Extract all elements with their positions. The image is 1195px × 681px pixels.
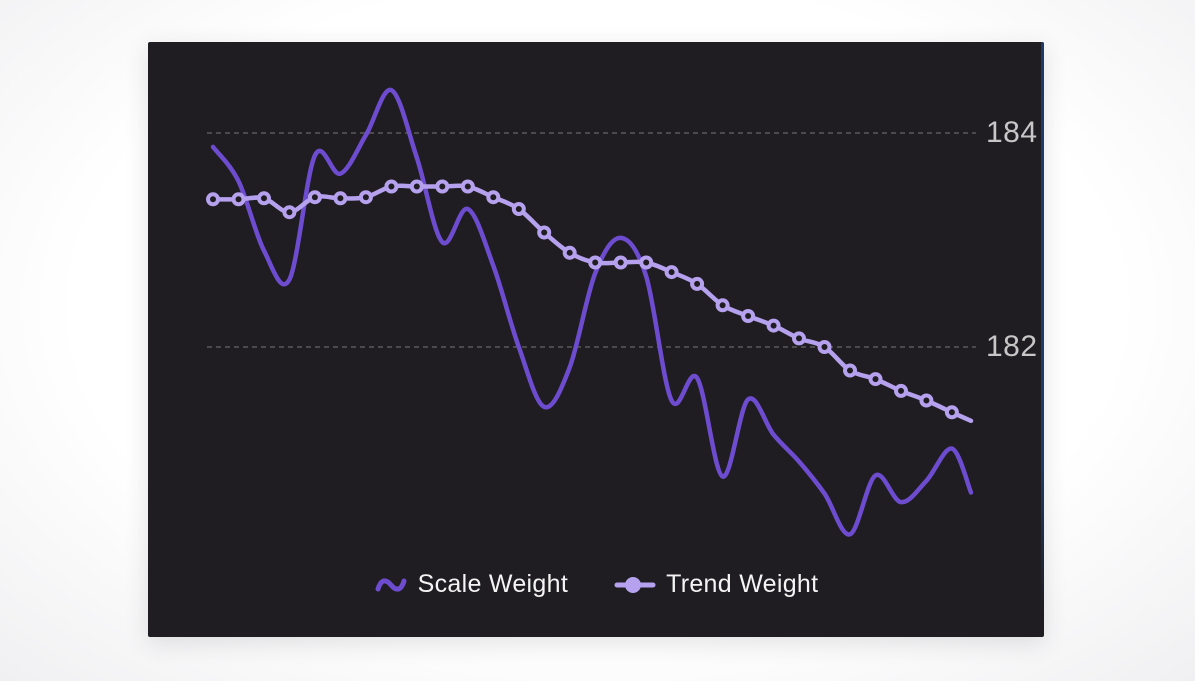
trend-weight-marker <box>307 190 322 205</box>
trend-weight-marker <box>460 179 475 194</box>
trend-weight-marker <box>282 205 297 220</box>
trend-weight-marker <box>868 372 883 387</box>
trend-weight-marker <box>639 255 654 270</box>
trend-weight-line <box>210 183 974 424</box>
trend-weight-marker <box>817 340 832 354</box>
legend-label-scale-weight: Scale Weight <box>417 570 569 598</box>
trend-weight-marker <box>333 191 348 206</box>
legend-item-trend-weight[interactable]: Trend Weight <box>614 570 818 599</box>
trend-weight-line-dot-icon <box>614 576 656 593</box>
trend-weight-marker <box>894 383 908 398</box>
trend-weight-marker <box>435 179 450 194</box>
trend-weight-marker <box>384 179 399 194</box>
scale-weight-wave-icon <box>375 577 407 592</box>
legend-label-trend-weight: Trend Weight <box>666 570 819 598</box>
trend-weight-marker <box>511 202 526 216</box>
trend-weight-marker <box>409 179 424 194</box>
trend-weight-marker <box>664 265 679 280</box>
trend-weight-marker <box>715 298 730 313</box>
trend-weight-marker <box>690 276 705 291</box>
trend-weight-marker <box>562 245 577 260</box>
trend-weight-marker <box>944 405 959 420</box>
scale-weight-line <box>210 87 974 537</box>
trend-weight-marker <box>206 192 220 207</box>
trend-weight-marker <box>486 190 501 205</box>
trend-weight-marker <box>588 255 603 270</box>
trend-weight-marker <box>919 393 934 408</box>
trend-weight-marker <box>358 190 373 205</box>
panel-right-accent-line <box>1041 42 1044 637</box>
trend-weight-marker <box>766 318 781 333</box>
weight-chart-canvas <box>206 87 976 537</box>
y-axis-label-184: 184 <box>986 116 1038 149</box>
chart-panel: 184 182 Scale Weight Trend Weight <box>148 42 1044 637</box>
trend-weight-marker <box>792 331 806 346</box>
chart-legend: Scale Weight Trend Weight <box>148 570 1044 599</box>
trend-weight-marker <box>257 191 271 206</box>
trend-weight-marker <box>231 192 246 207</box>
legend-item-scale-weight[interactable]: Scale Weight <box>374 570 568 599</box>
trend-weight-marker <box>843 363 857 378</box>
trend-weight-marker <box>741 309 756 323</box>
trend-weight-marker <box>537 225 552 240</box>
trend-weight-marker <box>613 255 628 270</box>
y-axis-label-182: 182 <box>986 330 1038 363</box>
